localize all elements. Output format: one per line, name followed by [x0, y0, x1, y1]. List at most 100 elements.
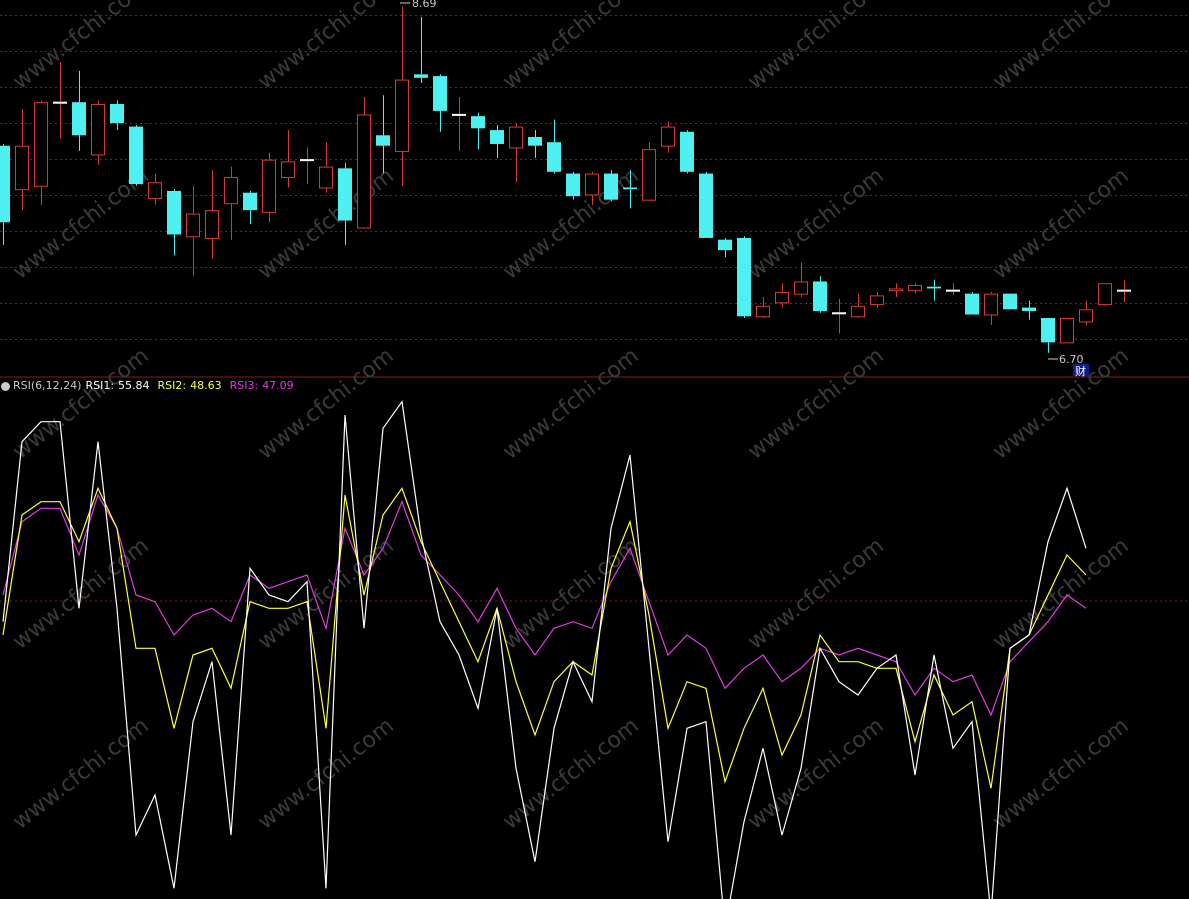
watermark-text: www.cfchi.com [988, 163, 1133, 284]
candle [433, 74, 447, 132]
watermark-text: www.cfchi.com [253, 343, 398, 464]
candle [186, 185, 200, 277]
candle [357, 96, 371, 229]
candle [756, 297, 770, 319]
high-annotation: 8.69 [400, 0, 437, 10]
candle [965, 291, 979, 315]
candle [338, 163, 352, 245]
candle [1022, 300, 1036, 320]
candle [604, 170, 618, 202]
rsi3-value: 47.09 [262, 379, 294, 392]
rsi3-label: RSI3: [229, 379, 259, 392]
watermark-text: www.cfchi.com [8, 713, 153, 834]
watermark-layer: www.cfchi.com www.cfchi.com www.cfchi.com w… [8, 0, 1133, 835]
candle [623, 170, 637, 209]
candle [319, 142, 333, 193]
candle [775, 283, 789, 308]
candle [832, 298, 846, 334]
price-grid-lines [0, 15, 1189, 340]
candle [1079, 300, 1093, 325]
candle [0, 143, 10, 245]
rsi1-label: RSI1: [85, 379, 115, 392]
rsi1-value: 55.84 [118, 379, 150, 392]
watermark-text: www.cfchi.com [498, 533, 643, 654]
watermark-text: www.cfchi.com [498, 0, 643, 95]
candle [1041, 318, 1055, 353]
watermark-text: www.cfchi.com [8, 0, 153, 95]
finance-mark-badge[interactable]: 财 [1073, 364, 1089, 378]
watermark-text: www.cfchi.com [743, 163, 888, 284]
candle [129, 124, 143, 186]
candle [110, 100, 124, 131]
candle [490, 124, 504, 158]
candle [680, 130, 694, 174]
candle [1060, 318, 1074, 344]
candle [224, 166, 238, 240]
candle [528, 130, 542, 158]
candle [148, 173, 162, 205]
watermark-text: www.cfchi.com [988, 713, 1133, 834]
candle [718, 237, 732, 258]
candle [699, 171, 713, 238]
candle [91, 100, 105, 165]
candle [471, 112, 485, 150]
rsi-legend: RSI(6,12,24) RSI1: 55.84 RSI2: 48.63 RSI… [0, 378, 298, 394]
candlestick-series [0, 6, 1131, 353]
watermark-text: www.cfchi.com [988, 0, 1133, 95]
candle [205, 170, 219, 259]
candle [946, 283, 960, 296]
rsi2-line [2, 486, 1087, 789]
candle [870, 291, 884, 308]
candle [984, 291, 998, 325]
candle [547, 119, 561, 174]
candle [167, 189, 181, 256]
candle [1117, 279, 1131, 303]
rsi3-line [2, 493, 1087, 717]
rsi-indicator-name: RSI(6,12,24) [13, 379, 82, 392]
candle [737, 236, 751, 319]
candle [34, 100, 48, 205]
watermark-text: www.cfchi.com [253, 713, 398, 834]
candle [376, 95, 390, 174]
watermark-text: www.cfchi.com [743, 0, 888, 95]
low-label: 6.70 [1059, 353, 1084, 366]
watermark-text: www.cfchi.com [498, 713, 643, 834]
watermark-text: www.cfchi.com [253, 0, 398, 95]
watermark-text: www.cfchi.com [743, 533, 888, 654]
rsi2-label: RSI2: [157, 379, 187, 392]
candle [566, 171, 580, 200]
candle [509, 123, 523, 183]
watermark-text: www.cfchi.com [743, 713, 888, 834]
candle [72, 70, 86, 151]
candle [661, 121, 675, 153]
candle [281, 130, 295, 188]
candle [908, 283, 922, 294]
candle [414, 16, 428, 84]
candle [1098, 283, 1112, 306]
candle [15, 109, 29, 211]
rsi-series [2, 400, 1087, 899]
rsi2-value: 48.63 [190, 379, 222, 392]
candle [794, 262, 808, 298]
candle [642, 142, 656, 201]
candle [1003, 293, 1017, 310]
rsi1-line [2, 400, 1087, 899]
candle [585, 171, 599, 205]
candle [927, 279, 941, 301]
candle [452, 96, 466, 151]
high-label: 8.69 [412, 0, 437, 10]
candle [851, 293, 865, 319]
watermark-text: www.cfchi.com [8, 343, 153, 464]
candle [262, 152, 276, 223]
candle [889, 283, 903, 298]
gear-icon[interactable] [1, 381, 10, 391]
watermark-text: www.cfchi.com [988, 533, 1133, 654]
watermark-text: www.cfchi.com [253, 533, 398, 654]
candle [813, 276, 827, 313]
candle [395, 6, 409, 186]
finance-mark-label: 财 [1075, 364, 1086, 378]
candle [300, 147, 314, 184]
watermark-text: www.cfchi.com [743, 343, 888, 464]
low-annotation: 6.70 [1048, 353, 1084, 366]
